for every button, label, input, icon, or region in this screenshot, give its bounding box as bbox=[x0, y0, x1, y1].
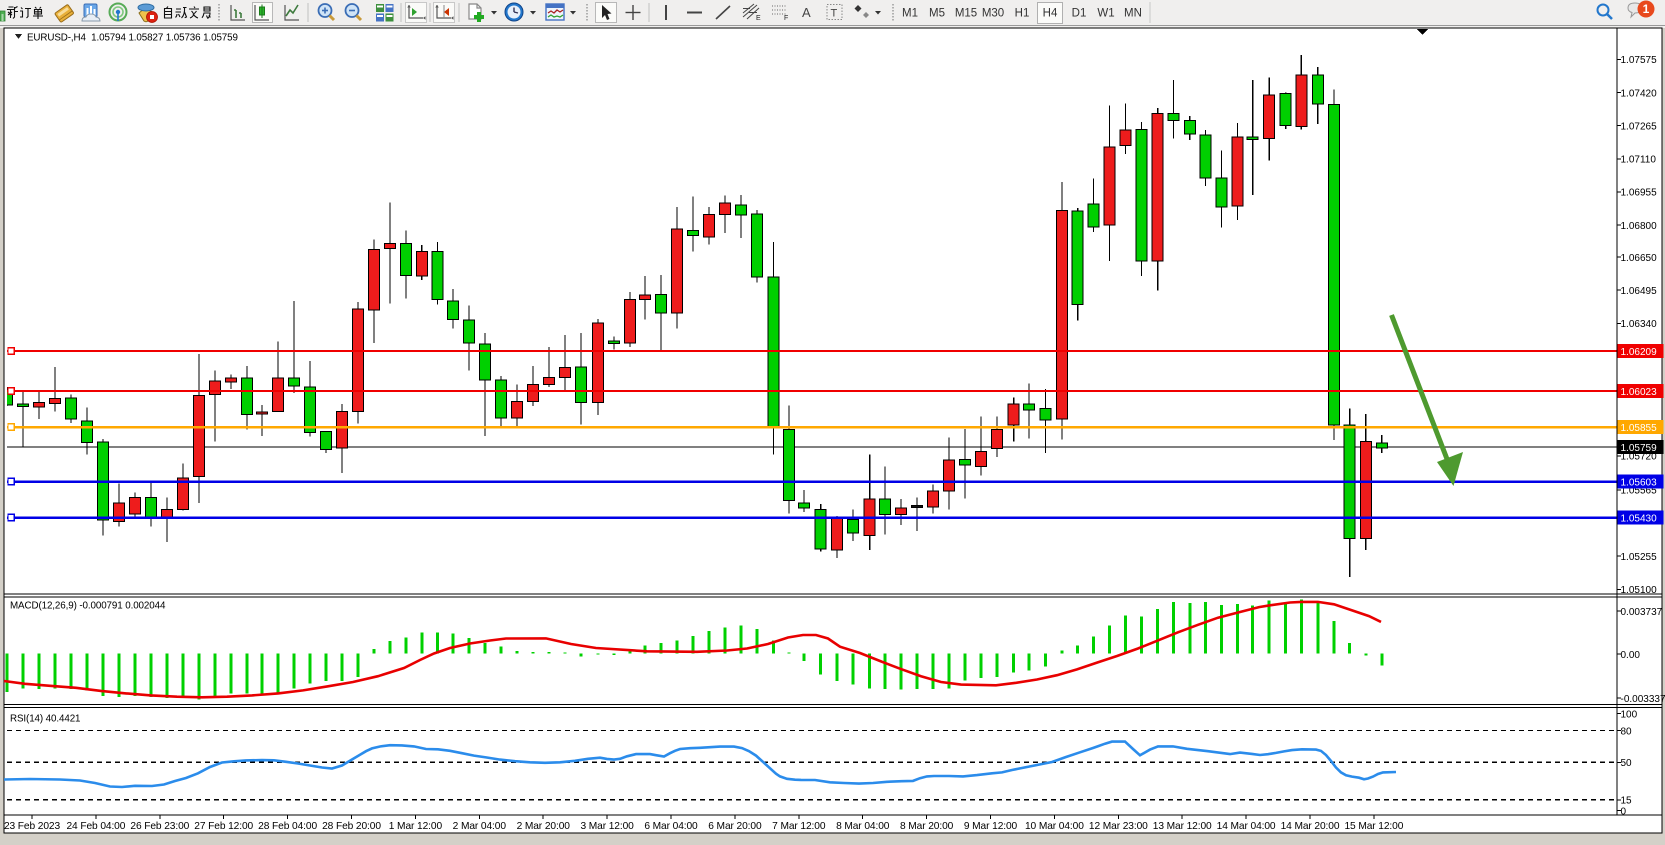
svg-text:14 Mar 04:00: 14 Mar 04:00 bbox=[1217, 821, 1276, 832]
svg-text:1 Mar 12:00: 1 Mar 12:00 bbox=[389, 821, 443, 832]
svg-text:MACD(12,26,9) -0.000791 0.0020: MACD(12,26,9) -0.000791 0.002044 bbox=[10, 601, 166, 612]
svg-text:E: E bbox=[756, 15, 761, 22]
svg-text:1.05255: 1.05255 bbox=[1621, 552, 1658, 563]
svg-text:1.05759: 1.05759 bbox=[1621, 443, 1658, 454]
svg-text:M5: M5 bbox=[929, 8, 945, 20]
svg-text:100: 100 bbox=[1621, 709, 1638, 720]
svg-text:1.05603: 1.05603 bbox=[1621, 477, 1658, 488]
svg-text:1: 1 bbox=[1643, 2, 1650, 16]
svg-text:1.06209: 1.06209 bbox=[1621, 347, 1658, 358]
svg-text:1.06340: 1.06340 bbox=[1621, 319, 1658, 330]
svg-text:W1: W1 bbox=[1097, 8, 1114, 20]
svg-text:1.05855: 1.05855 bbox=[1621, 423, 1658, 434]
svg-text:9 Mar 12:00: 9 Mar 12:00 bbox=[964, 821, 1018, 832]
svg-text:0.003737: 0.003737 bbox=[1621, 607, 1663, 618]
svg-text:2 Mar 20:00: 2 Mar 20:00 bbox=[517, 821, 571, 832]
svg-text:28 Feb 04:00: 28 Feb 04:00 bbox=[258, 821, 317, 832]
svg-text:15 Mar 12:00: 15 Mar 12:00 bbox=[1344, 821, 1403, 832]
svg-text:1.07420: 1.07420 bbox=[1621, 88, 1658, 99]
svg-text:50: 50 bbox=[1621, 758, 1633, 769]
svg-text:23 Feb 2023: 23 Feb 2023 bbox=[4, 821, 61, 832]
svg-text:1.06955: 1.06955 bbox=[1621, 188, 1658, 199]
svg-text:28 Feb 20:00: 28 Feb 20:00 bbox=[322, 821, 381, 832]
svg-text:1.06650: 1.06650 bbox=[1621, 253, 1658, 264]
svg-text:6 Mar 20:00: 6 Mar 20:00 bbox=[708, 821, 762, 832]
svg-text:M15: M15 bbox=[955, 8, 977, 20]
svg-text:M30: M30 bbox=[982, 8, 1004, 20]
svg-text:1.07110: 1.07110 bbox=[1621, 155, 1657, 166]
svg-text:13 Mar 12:00: 13 Mar 12:00 bbox=[1153, 821, 1212, 832]
svg-text:27 Feb 12:00: 27 Feb 12:00 bbox=[194, 821, 253, 832]
svg-text:H1: H1 bbox=[1015, 8, 1030, 20]
svg-text:7 Mar 12:00: 7 Mar 12:00 bbox=[772, 821, 826, 832]
svg-text:RSI(14) 40.4421: RSI(14) 40.4421 bbox=[10, 714, 80, 725]
svg-text:14 Mar 20:00: 14 Mar 20:00 bbox=[1281, 821, 1340, 832]
svg-text:24 Feb 04:00: 24 Feb 04:00 bbox=[66, 821, 125, 832]
svg-text:M1: M1 bbox=[902, 8, 918, 20]
svg-text:0.00: 0.00 bbox=[1621, 650, 1641, 661]
svg-text:1.06495: 1.06495 bbox=[1621, 286, 1658, 297]
svg-text:2 Mar 04:00: 2 Mar 04:00 bbox=[453, 821, 507, 832]
svg-text:1.06800: 1.06800 bbox=[1621, 221, 1658, 232]
svg-text:8 Mar 20:00: 8 Mar 20:00 bbox=[900, 821, 954, 832]
svg-text:A: A bbox=[802, 5, 811, 20]
svg-text:1.05430: 1.05430 bbox=[1621, 513, 1658, 524]
svg-text:D1: D1 bbox=[1072, 8, 1087, 20]
svg-text:T: T bbox=[831, 8, 838, 20]
svg-text:6 Mar 04:00: 6 Mar 04:00 bbox=[644, 821, 698, 832]
svg-text:F: F bbox=[784, 15, 788, 22]
svg-text:1.07575: 1.07575 bbox=[1621, 55, 1658, 66]
svg-text:3 Mar 12:00: 3 Mar 12:00 bbox=[580, 821, 634, 832]
svg-text:8 Mar 04:00: 8 Mar 04:00 bbox=[836, 821, 890, 832]
svg-text:15: 15 bbox=[1621, 796, 1633, 807]
svg-text:26 Feb 23:00: 26 Feb 23:00 bbox=[130, 821, 189, 832]
svg-text:H4: H4 bbox=[1043, 8, 1058, 20]
svg-text:1.07265: 1.07265 bbox=[1621, 121, 1658, 132]
svg-text:MN: MN bbox=[1124, 8, 1142, 20]
svg-text:80: 80 bbox=[1621, 726, 1633, 737]
svg-text:EURUSD-,H4 1.05794 1.05827 1.: EURUSD-,H4 1.05794 1.05827 1.05736 1.057… bbox=[27, 33, 238, 44]
svg-text:-0.003337: -0.003337 bbox=[1621, 694, 1665, 705]
svg-text:10 Mar 04:00: 10 Mar 04:00 bbox=[1025, 821, 1084, 832]
svg-text:1.06023: 1.06023 bbox=[1621, 387, 1658, 398]
svg-text:0: 0 bbox=[1621, 806, 1627, 817]
svg-text:12 Mar 23:00: 12 Mar 23:00 bbox=[1089, 821, 1148, 832]
